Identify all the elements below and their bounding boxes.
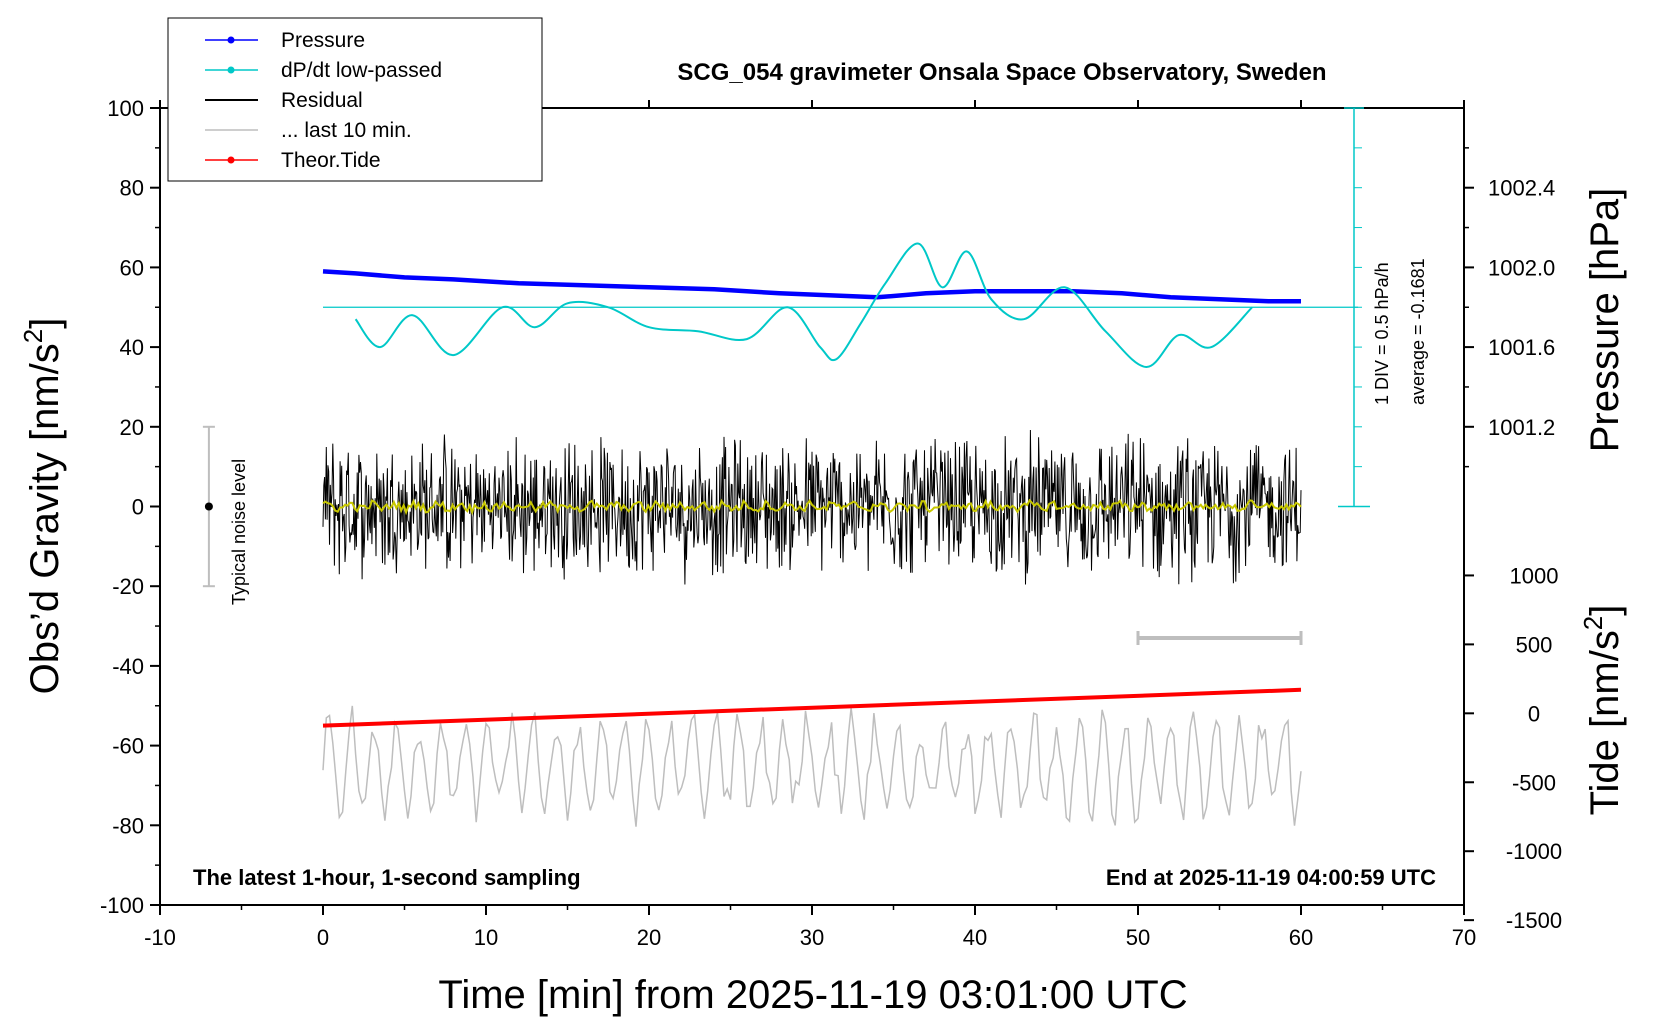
y-pressure-tick-label: 1002.4 <box>1488 176 1555 201</box>
y-pressure-tick-label: 1002.0 <box>1488 255 1555 280</box>
dpdt-series-line <box>354 242 1253 369</box>
y-left-tick-label: 0 <box>132 495 144 520</box>
legend-label: Residual <box>281 89 363 112</box>
x-tick-label: 50 <box>1126 925 1150 950</box>
residual-series-line <box>322 429 1302 585</box>
y-axis-left-title: Obs’d Gravity [nm/s2] <box>18 318 67 695</box>
y-left-tick-label: 20 <box>120 415 144 440</box>
y-left-tick-label: -80 <box>112 813 144 838</box>
axis-ticks: -10 0 10 20 30 40 50 60 70100806040200-20-40-60-… <box>100 96 1562 950</box>
y-tide-tick-label: 0 <box>1528 701 1540 726</box>
legend-swatch-marker <box>227 156 235 164</box>
legend: Pressure dP/dt low-passed Residual ... last… <box>167 17 543 182</box>
note-sampling: The latest 1-hour, 1-second sampling <box>193 865 581 890</box>
x-tick-label: 20 <box>637 925 661 950</box>
y-axis-pressure-title: Pressure [hPa] <box>1583 188 1627 453</box>
tide-series-line <box>322 687 1302 728</box>
scale-div-label: 1 DIV = 0.5 hPa/h <box>1372 262 1392 405</box>
y-left-tick-label: -60 <box>112 734 144 759</box>
legend-swatch-marker <box>227 66 235 74</box>
note-end-time: End at 2025-11-19 04:00:59 UTC <box>1106 865 1436 890</box>
y-tide-tick-label: -1500 <box>1506 908 1562 933</box>
x-tick-label: 10 <box>474 925 498 950</box>
legend-label: Pressure <box>281 29 365 52</box>
y-left-tick-label: 100 <box>107 96 144 121</box>
y-left-tick-label: 40 <box>120 335 144 360</box>
y-pressure-tick-label: 1001.2 <box>1488 415 1555 440</box>
x-axis-title: Time [min] from 2025-11-19 03:01:00 UTC <box>438 973 1187 1017</box>
legend-label: ... last 10 min. <box>281 119 412 142</box>
pressure-series-line <box>322 269 1301 304</box>
y-tide-tick-label: -500 <box>1512 770 1556 795</box>
x-tick-label: -10 <box>144 925 176 950</box>
noise-level-label: Typical noise level <box>229 459 249 605</box>
y-left-tick-label: 80 <box>120 176 144 201</box>
residual-smoothed-line <box>322 498 1302 516</box>
y-left-tick-label: 60 <box>120 255 144 280</box>
x-tick-label: 0 <box>317 925 329 950</box>
last10-series-line <box>322 705 1302 827</box>
y-tide-tick-label: 1000 <box>1510 563 1559 588</box>
data-series <box>202 107 1370 827</box>
legend-label: Theor.Tide <box>281 149 381 172</box>
x-tick-label: 70 <box>1452 925 1476 950</box>
x-tick-label: 30 <box>800 925 824 950</box>
x-tick-label: 40 <box>963 925 987 950</box>
y-tide-tick-label: 500 <box>1516 632 1553 657</box>
legend-label: dP/dt low-passed <box>281 59 442 82</box>
y-left-tick-label: -100 <box>100 893 144 918</box>
y-axis-tide-title: Tide [nm/s2] <box>1578 605 1627 816</box>
y-left-tick-label: -40 <box>112 654 144 679</box>
y-left-tick-label: -20 <box>112 574 144 599</box>
x-tick-label: 60 <box>1289 925 1313 950</box>
y-tide-tick-label: -1000 <box>1506 839 1562 864</box>
average-label: average = -0.1681 <box>1408 258 1428 405</box>
y-pressure-tick-label: 1001.6 <box>1488 335 1555 360</box>
noise-level-dot <box>204 502 213 511</box>
chart-title: SCG_054 gravimeter Onsala Space Observat… <box>677 59 1326 86</box>
legend-swatch-marker <box>227 36 235 44</box>
